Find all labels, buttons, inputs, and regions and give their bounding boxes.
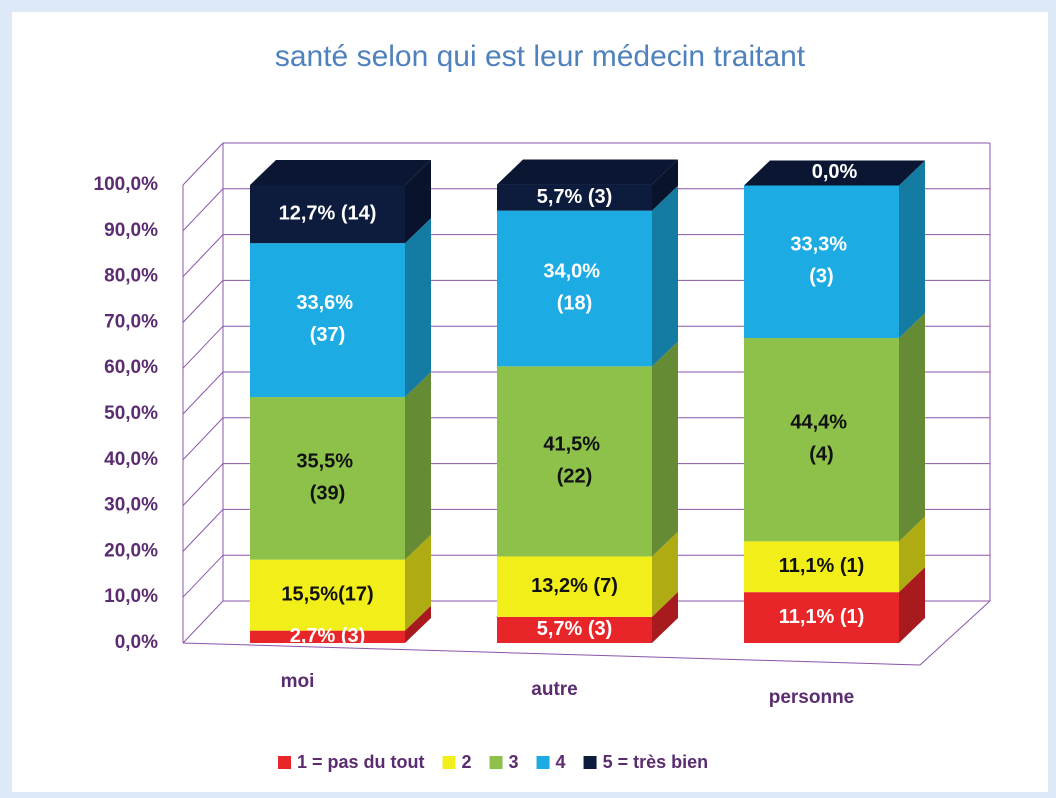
- bar-segment: [497, 616, 652, 643]
- legend-label: 4: [556, 752, 566, 772]
- y-tick-label: 70,0%: [104, 311, 158, 332]
- bar-segment-side: [652, 341, 678, 557]
- x-tick-label: moi: [281, 671, 315, 692]
- legend-label: 2: [462, 752, 472, 772]
- x-tick-label: personne: [769, 687, 855, 708]
- bar-segment: [497, 556, 652, 617]
- y-tick-label: 0,0%: [115, 632, 158, 653]
- data-label: 33,3% (3): [790, 234, 852, 288]
- legend-swatch: [489, 756, 503, 769]
- legend-swatch: [442, 756, 456, 769]
- data-label: 34,0% (18): [543, 261, 605, 315]
- y-tick-label: 80,0%: [104, 266, 158, 287]
- bar-segment: [744, 185, 899, 338]
- bar-top: [250, 160, 431, 185]
- data-label: 35,5% (39): [296, 451, 358, 505]
- bar-segment: [250, 185, 405, 244]
- legend-label: 5 = très bien: [603, 752, 709, 772]
- y-tick-label: 60,0%: [104, 357, 158, 378]
- bar-segment: [497, 210, 652, 367]
- grid-line: [182, 188, 990, 232]
- bar-segment-side: [899, 312, 925, 542]
- bar-segment-side: [405, 372, 431, 560]
- grid-line: [182, 325, 990, 369]
- data-label-line: 33,6%: [296, 292, 358, 314]
- bar-segment-side: [405, 605, 431, 643]
- data-label-line: 44,4%: [790, 412, 852, 434]
- data-label-line: 34,0%: [543, 261, 605, 283]
- bar-segment: [744, 337, 899, 542]
- data-label: 13,2% (7): [531, 575, 618, 597]
- grid-line: [182, 554, 990, 598]
- bar-top: [497, 159, 678, 185]
- legend-swatch: [583, 756, 597, 769]
- grid-line: [182, 279, 990, 323]
- bar-top: [744, 160, 925, 186]
- data-label: 11,1% (1): [779, 606, 865, 628]
- data-label: 5,7% (3): [537, 186, 613, 208]
- data-label: 5,7% (3): [537, 618, 613, 640]
- y-tick-label: 20,0%: [104, 540, 158, 561]
- grid-line: [182, 371, 990, 415]
- bar-segment: [250, 559, 405, 631]
- data-label-line: (4): [809, 444, 833, 466]
- floor-edge: [182, 600, 991, 666]
- data-label-line: (39): [310, 483, 346, 505]
- y-tick-label: 10,0%: [104, 586, 158, 607]
- bar-segment-side: [405, 160, 431, 244]
- bar-segment: [497, 366, 652, 557]
- bar-segment: [250, 630, 405, 643]
- data-label: 41,5% (22): [543, 434, 605, 488]
- bar-segment: [250, 397, 405, 560]
- bar-segment-side: [899, 516, 925, 593]
- data-label: 15,5%(17): [281, 583, 373, 605]
- data-label-line: 33,3%: [790, 234, 852, 256]
- y-tick-label: 40,0%: [104, 449, 158, 470]
- legend-label: 3: [509, 752, 519, 772]
- data-label-line: 35,5%: [296, 451, 358, 473]
- bar-segment-side: [899, 567, 925, 643]
- data-label: 0,0%: [812, 161, 858, 183]
- data-label: 12,7% (14): [279, 202, 377, 224]
- bar-segment-side: [405, 534, 431, 631]
- data-label-line: (37): [310, 324, 346, 346]
- data-label-line: (18): [557, 293, 593, 315]
- bar-segment-side: [405, 218, 431, 398]
- grid-line: [182, 142, 990, 186]
- data-label-line: 41,5%: [543, 434, 605, 456]
- data-label: 2,7% (3): [290, 625, 366, 647]
- y-tick-label: 90,0%: [104, 220, 158, 241]
- chart-title: santé selon qui est leur médecin traitan…: [275, 40, 806, 73]
- data-label: 33,6% (37): [296, 292, 358, 346]
- bar-segment-side: [652, 159, 678, 211]
- legend-swatch: [536, 756, 550, 769]
- grid-line: [182, 508, 990, 552]
- bar-segment: [744, 592, 899, 643]
- bar-segment-side: [652, 185, 678, 367]
- bar-segment-side: [652, 591, 678, 643]
- grid-line: [182, 417, 990, 461]
- bar-segment: [250, 243, 405, 398]
- grid-line: [182, 463, 990, 506]
- data-label: 11,1% (1): [779, 555, 865, 577]
- grid-line: [182, 234, 990, 277]
- y-tick-label: 50,0%: [104, 403, 158, 424]
- data-label: 44,4% (4): [790, 412, 852, 466]
- grid-line: [182, 600, 990, 644]
- legend-label: 1 = pas du tout: [297, 752, 425, 772]
- x-tick-label: autre: [531, 679, 577, 700]
- bar-segment-side: [899, 160, 925, 338]
- legend-swatch: [278, 756, 291, 769]
- bar-segment: [744, 541, 899, 593]
- data-label-line: (3): [809, 266, 833, 288]
- data-label-line: (22): [557, 466, 593, 488]
- y-tick-label: 30,0%: [104, 495, 158, 516]
- bar-segment: [497, 184, 652, 211]
- y-tick-label: 100,0%: [94, 174, 159, 195]
- bar-segment-side: [652, 531, 678, 617]
